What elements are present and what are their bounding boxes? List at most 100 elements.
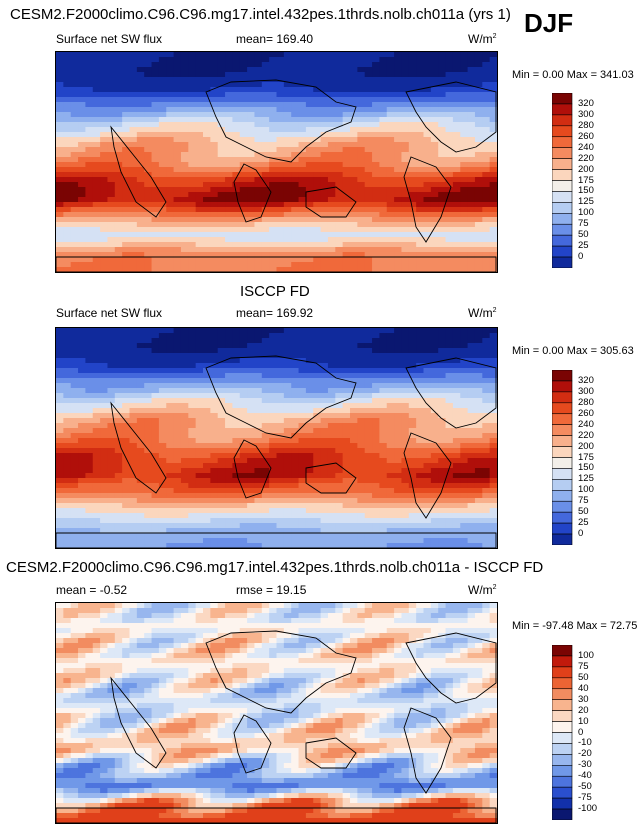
colorbar-tick-label: 175 <box>578 451 594 463</box>
colorbar-tick-label: -40 <box>578 770 592 782</box>
coastline <box>205 630 357 714</box>
colorbar-tick-label: 20 <box>578 704 589 716</box>
colorbar-box <box>551 457 573 469</box>
colorbar-box <box>551 479 573 491</box>
panel1-colorbar <box>551 92 576 273</box>
colorbar-tick-label: 50 <box>578 671 589 683</box>
coastline <box>405 357 497 429</box>
colorbar-box <box>551 92 573 105</box>
colorbar-tick-label: 30 <box>578 693 589 705</box>
colorbar-box <box>551 721 573 733</box>
colorbar-box <box>551 413 573 425</box>
colorbar-tick-label: 280 <box>578 119 594 131</box>
colorbar-tick-label: 100 <box>578 484 594 496</box>
coastline <box>205 355 357 439</box>
colorbar-tick-label: 125 <box>578 473 594 485</box>
colorbar-box <box>551 511 573 524</box>
colorbar-tick-label: -10 <box>578 737 592 749</box>
colorbar-box <box>551 369 573 382</box>
colorbar-tick-label: 260 <box>578 130 594 142</box>
colorbar-box <box>551 169 573 181</box>
colorbar-box <box>551 191 573 203</box>
panel3-title: CESM2.F2000climo.C96.C96.mg17.intel.432p… <box>6 559 544 576</box>
colorbar-tick-label: 240 <box>578 141 594 153</box>
panel3-mean-label: mean = -0.52 <box>56 583 128 597</box>
coastline <box>233 714 272 774</box>
colorbar-box <box>551 223 573 236</box>
panel1-units: W/m2 <box>468 32 497 46</box>
colorbar-tick-label: 0 <box>578 251 584 263</box>
colorbar-box <box>551 114 573 127</box>
panel2-map <box>55 327 498 549</box>
colorbar-tick-label: -50 <box>578 781 592 793</box>
colorbar-tick-label: 240 <box>578 418 594 430</box>
colorbar-box <box>551 147 573 159</box>
panel3-units: W/m2 <box>468 583 497 597</box>
colorbar-box <box>551 424 573 436</box>
coastline <box>403 156 452 243</box>
colorbar-tick-label: 300 <box>578 385 594 397</box>
colorbar-box <box>551 743 573 755</box>
colorbar-box <box>551 677 573 690</box>
colorbar-tick-label: 125 <box>578 196 594 208</box>
coastline <box>110 676 167 769</box>
colorbar-box <box>551 490 573 502</box>
panel1-mean-label: mean= 169.40 <box>236 32 314 46</box>
colorbar-tick-label: 75 <box>578 495 589 507</box>
season-label: DJF <box>524 8 574 38</box>
colorbar-tick-label: 0 <box>578 528 584 540</box>
coastline <box>233 163 272 223</box>
colorbar-box <box>551 103 573 116</box>
figure-title: CESM2.F2000climo.C96.C96.mg17.intel.432p… <box>10 6 511 23</box>
colorbar-box <box>551 256 573 269</box>
panel2-variable-label: Surface net SW flux <box>56 306 163 320</box>
colorbar-tick-label: 75 <box>578 218 589 230</box>
panel3-map <box>55 602 498 824</box>
colorbar-box <box>551 391 573 404</box>
colorbar-tick-label: 25 <box>578 517 589 529</box>
colorbar-box <box>551 402 573 415</box>
panel1-map <box>55 51 498 273</box>
colorbar-tick-label: 50 <box>578 506 589 518</box>
colorbar-box <box>551 797 573 810</box>
colorbar-tick-label: 150 <box>578 462 594 474</box>
colorbar-tick-label: -100 <box>578 803 598 815</box>
colorbar-tick-label: 50 <box>578 229 589 241</box>
colorbar-box <box>551 380 573 393</box>
colorbar-tick-label: 220 <box>578 152 594 164</box>
colorbar-box <box>551 468 573 480</box>
colorbar-tick-label: 150 <box>578 185 594 197</box>
colorbar-tick-label: 75 <box>578 660 589 672</box>
coastline <box>405 81 497 153</box>
colorbar-tick-label: 300 <box>578 108 594 120</box>
colorbar-box <box>551 688 573 700</box>
colorbar-tick-label: -20 <box>578 748 592 760</box>
colorbar-box <box>551 775 573 788</box>
colorbar-tick-label: 280 <box>578 396 594 408</box>
colorbar-box <box>551 765 573 777</box>
colorbar-tick-label: 175 <box>578 174 594 186</box>
colorbar-box <box>551 644 573 657</box>
coastline <box>403 432 452 519</box>
colorbar-box <box>551 533 573 546</box>
panel1-minmax: Min = 0.00 Max = 341.03 <box>512 69 634 81</box>
colorbar-tick-label: 10 <box>578 715 589 727</box>
colorbar-box <box>551 732 573 744</box>
panel1-variable-label: Surface net SW flux <box>56 32 163 46</box>
colorbar-tick-label: 25 <box>578 240 589 252</box>
colorbar-box <box>551 699 573 711</box>
colorbar-box <box>551 666 573 679</box>
coastline <box>56 256 497 272</box>
colorbar-tick-label: 0 <box>578 726 584 738</box>
colorbar-box <box>551 234 573 247</box>
coastline <box>56 807 497 823</box>
coastline <box>233 439 272 499</box>
colorbar-box <box>551 202 573 214</box>
coastline <box>403 707 452 794</box>
colorbar-box <box>551 446 573 458</box>
colorbar-tick-label: 320 <box>578 97 594 109</box>
colorbar-box <box>551 522 573 535</box>
panel2-minmax: Min = 0.00 Max = 305.63 <box>512 345 634 357</box>
coastline <box>56 532 497 548</box>
panel3-colorbar <box>551 644 576 825</box>
